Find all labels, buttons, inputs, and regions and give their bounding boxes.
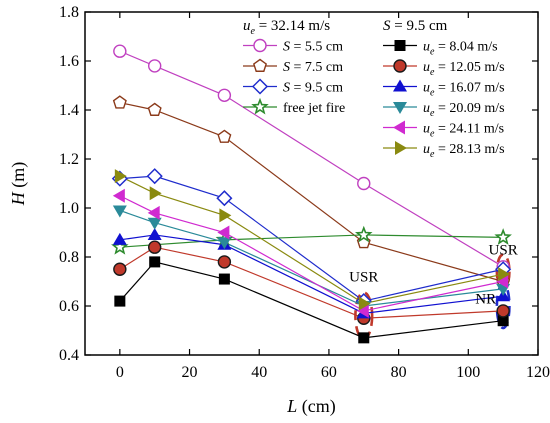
legend-entry-free-jet-fire: free jet fire	[283, 101, 345, 116]
data-point-u-e-20-09-m-s-1	[147, 217, 162, 230]
legend-marker-s-7-5-cm	[252, 58, 268, 72]
annotation-usr-1: USR	[489, 243, 518, 259]
data-point-s-5-5-cm-2	[217, 88, 232, 103]
data-point-u-e-12-05-m-s-0	[113, 262, 127, 276]
data-point-free-jet-fire-2	[354, 225, 373, 243]
data-point-s-7-5-cm-0	[112, 95, 127, 109]
y-tick-label: 0.8	[59, 249, 79, 266]
data-point-s-9-5-cm-1	[146, 168, 163, 185]
legend-entry-s-9-5-cm: S = 9.5 cm	[283, 81, 343, 96]
x-tick-label: 20	[182, 364, 198, 381]
data-point-u-e-12-05-m-s-2	[217, 255, 232, 269]
data-point-u-e-28-13-m-s-4	[498, 267, 511, 282]
legend-layer: ue = 32.14 m/s S = 5.5 cm S = 7.5 cm S = 9.…	[243, 18, 505, 160]
series-line-u-e-24-11-m-s	[119, 195, 504, 312]
x-axis-label: L (cm)	[286, 396, 336, 417]
plot-frame	[84, 11, 539, 356]
legend-entry-u-e-24-11-m-s: ue = 24.11 m/s	[423, 122, 504, 140]
legend-entry-s-5-5-cm: S = 5.5 cm	[283, 40, 343, 55]
data-point-u-e-8-04-m-s-0	[114, 295, 126, 307]
data-point-u-e-24-11-m-s-0	[112, 188, 125, 203]
series-line-free-jet-fire	[119, 234, 504, 248]
data-point-u-e-24-11-m-s-2	[217, 225, 230, 240]
y-tick-label: 1.4	[59, 102, 79, 119]
y-tick-label: 1.8	[59, 4, 79, 21]
y-tick-label: 0.6	[59, 298, 79, 315]
data-point-free-jet-fire-0	[111, 237, 129, 255]
legend-entry-u-e-16-07-m-s: ue = 16.07 m/s	[423, 81, 505, 99]
x-tick-label: 100	[456, 364, 480, 381]
legend-marker-s-5-5-cm	[253, 38, 267, 53]
legend-entry-u-e-8-04-m-s: ue = 8.04 m/s	[423, 40, 498, 58]
data-point-u-e-8-04-m-s-3	[358, 332, 370, 344]
x-tick-label: 120	[526, 364, 550, 381]
data-point-s-7-5-cm-2	[217, 129, 232, 143]
data-point-u-e-20-09-m-s-0	[112, 205, 127, 218]
annotation-usr-0: USR	[349, 270, 378, 286]
legend-title-1: S = 9.5 cm	[383, 18, 448, 34]
legend-entry-u-e-12-05-m-s: ue = 12.05 m/s	[423, 60, 505, 78]
data-point-u-e-24-11-m-s-4	[496, 274, 509, 289]
y-tick-label: 0.4	[59, 347, 79, 364]
legend-marker-u-e-16-07-m-s	[393, 79, 407, 92]
data-point-u-e-28-13-m-s-0	[114, 169, 127, 184]
series-line-u-e-16-07-m-s	[119, 234, 504, 314]
legend-title-0: ue = 32.14 m/s	[243, 18, 330, 37]
legend-marker-u-e-28-13-m-s	[395, 141, 407, 155]
legend-marker-u-e-12-05-m-s	[393, 59, 407, 73]
x-tick-label: 60	[321, 364, 337, 381]
y-tick-label: 1.2	[59, 151, 79, 168]
legend-marker-u-e-24-11-m-s	[393, 120, 405, 135]
x-tick-label: 80	[391, 364, 407, 381]
y-tick-label: 1.0	[59, 200, 79, 217]
data-point-u-e-28-13-m-s-1	[149, 186, 162, 201]
series-line-u-e-28-13-m-s	[119, 175, 504, 305]
series-line-u-e-20-09-m-s	[119, 209, 504, 307]
data-point-s-5-5-cm-1	[147, 59, 162, 73]
usr-region-70	[354, 291, 374, 341]
legend-marker-u-e-20-09-m-s	[393, 102, 407, 114]
data-point-u-e-8-04-m-s-2	[218, 273, 230, 285]
data-point-s-9-5-cm-2	[216, 190, 233, 207]
data-point-u-e-8-04-m-s-1	[149, 256, 161, 268]
x-tick-label: 0	[116, 364, 124, 381]
ticks-layer: 0 20 40 60 80 100 120 0.4 0.6 0.8 1.0 1.2 1.4 1.6 1.8	[59, 4, 550, 381]
data-point-u-e-16-07-m-s-0	[112, 232, 127, 245]
data-point-u-e-16-07-m-s-1	[147, 227, 162, 240]
data-point-free-jet-fire-3	[494, 228, 512, 245]
legend-entry-u-e-20-09-m-s: ue = 20.09 m/s	[423, 101, 505, 119]
data-point-s-7-5-cm-1	[147, 102, 162, 116]
data-point-u-e-24-11-m-s-1	[147, 205, 160, 220]
data-point-s-5-5-cm-0	[113, 44, 127, 58]
legend-marker-u-e-8-04-m-s	[394, 40, 406, 51]
legend-marker-free-jet-fire	[251, 97, 269, 115]
data-point-s-5-5-cm-3	[357, 176, 371, 191]
y-axis-label: H (m)	[8, 162, 29, 207]
markers-layer	[111, 44, 512, 344]
x-tick-label: 40	[251, 364, 267, 381]
annotations-layer: USR USR NR	[349, 243, 518, 308]
data-point-u-e-28-13-m-s-3	[358, 296, 371, 311]
legend-marker-s-9-5-cm	[251, 78, 269, 95]
legend-entry-u-e-28-13-m-s: ue = 28.13 m/s	[423, 142, 505, 160]
legend-entry-s-7-5-cm: S = 7.5 cm	[283, 60, 343, 75]
data-point-u-e-12-05-m-s-1	[147, 240, 162, 254]
data-point-u-e-20-09-m-s-2	[217, 237, 232, 250]
annotation-nr-2: NR	[475, 292, 496, 308]
series-line-u-e-8-04-m-s	[119, 261, 504, 339]
data-point-u-e-12-05-m-s-4	[496, 304, 510, 318]
data-point-u-e-28-13-m-s-2	[219, 208, 232, 223]
data-point-u-e-24-11-m-s-3	[356, 303, 369, 318]
y-tick-label: 1.6	[59, 53, 79, 70]
data-point-u-e-8-04-m-s-4	[497, 315, 509, 327]
